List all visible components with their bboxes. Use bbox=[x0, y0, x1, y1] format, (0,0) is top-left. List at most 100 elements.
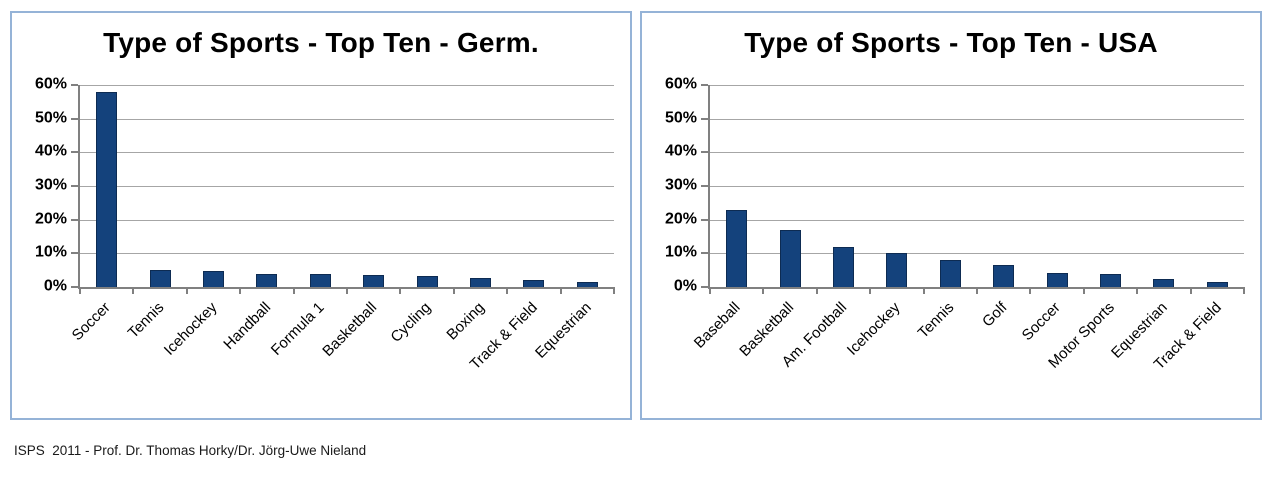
bar-formula-1 bbox=[309, 273, 331, 287]
bar-track-field bbox=[523, 279, 545, 287]
x-tick-7 bbox=[452, 287, 455, 294]
x-tick-8 bbox=[1136, 287, 1139, 294]
y-axis-label-40: 40% bbox=[664, 142, 697, 160]
x-axis-label-tennis: Tennis bbox=[124, 299, 168, 342]
x-axis-label-icehockey: Icehockey bbox=[844, 299, 904, 359]
x-tick-0 bbox=[709, 287, 711, 294]
bar-basketball bbox=[779, 229, 801, 287]
bar-tennis bbox=[149, 270, 171, 287]
y-tick-30 bbox=[701, 185, 708, 187]
x-tick-6 bbox=[1029, 287, 1032, 294]
bar-icehockey bbox=[886, 253, 908, 287]
plot-area-usa: 60% 50% 40% 30% 20% 10% 0% Baseball Basketball A… bbox=[665, 76, 1245, 373]
gridline-50 bbox=[80, 118, 614, 120]
x-axis-label-soccer: Soccer bbox=[1019, 299, 1065, 345]
bar-motor-sports bbox=[1100, 273, 1122, 287]
charts-row: Type of Sports - Top Ten - Germ. 60% 50% 4… bbox=[10, 11, 1262, 420]
category-slot-icehockey bbox=[187, 270, 240, 287]
gridline-30 bbox=[80, 186, 614, 187]
y-axis-label-30: 30% bbox=[664, 176, 697, 194]
y-axis-label-50: 50% bbox=[664, 109, 697, 127]
y-tick-60 bbox=[701, 84, 708, 86]
y-tick-60 bbox=[71, 84, 78, 86]
x-axis-label-soccer: Soccer bbox=[68, 299, 114, 345]
chart-panel-usa: Type of Sports - Top Ten - USA 60% 50% 40%… bbox=[640, 11, 1262, 420]
category-slot-soccer bbox=[1030, 272, 1083, 287]
category-slot-basketball bbox=[763, 229, 816, 287]
chart-title-usa: Type of Sports - Top Ten - USA bbox=[744, 27, 1158, 58]
category-slot-handball bbox=[240, 273, 293, 287]
x-tick-10 bbox=[1243, 287, 1245, 294]
x-tick-3 bbox=[239, 287, 242, 294]
x-axis-label-equestrian: Equestrian bbox=[531, 299, 595, 362]
gridline-40 bbox=[710, 152, 1244, 154]
x-tick-6 bbox=[399, 287, 402, 294]
x-tick-2 bbox=[815, 287, 818, 294]
x-axis-label-handball: Handball bbox=[220, 299, 274, 353]
category-slot-track-field bbox=[1191, 281, 1244, 287]
bar-basketball bbox=[363, 274, 385, 287]
x-tick-5 bbox=[976, 287, 978, 294]
bar-golf bbox=[993, 265, 1015, 287]
category-slot-cycling bbox=[400, 275, 453, 287]
category-slot-equestrian bbox=[561, 281, 614, 287]
bar-cycling bbox=[416, 275, 438, 287]
category-slot-basketball bbox=[347, 274, 400, 287]
x-tick-3 bbox=[869, 287, 872, 294]
x-tick-9 bbox=[1189, 287, 1192, 294]
y-axis-label-0: 0% bbox=[673, 277, 697, 295]
y-axis-label-60: 60% bbox=[664, 75, 697, 93]
y-axis-label-40: 40% bbox=[34, 142, 67, 160]
x-tick-4 bbox=[922, 287, 925, 294]
y-tick-40 bbox=[71, 151, 78, 154]
bar-tennis bbox=[939, 260, 961, 287]
category-slot-golf bbox=[977, 265, 1030, 287]
x-tick-5 bbox=[346, 287, 348, 294]
gridline-30 bbox=[710, 186, 1244, 187]
gridline-10 bbox=[710, 253, 1244, 255]
category-slot-soccer bbox=[80, 91, 133, 287]
x-axis-label-baseball: Baseball bbox=[690, 299, 744, 352]
x-axis-label-formula-1: Formula 1 bbox=[267, 299, 328, 359]
bars-germany bbox=[80, 85, 614, 287]
category-slot-baseball bbox=[710, 209, 763, 287]
y-tick-10 bbox=[701, 252, 708, 255]
x-axis-label-tennis: Tennis bbox=[914, 299, 958, 342]
bar-handball bbox=[256, 273, 278, 287]
y-tick-30 bbox=[71, 185, 78, 187]
gridline-50 bbox=[710, 118, 1244, 120]
gridline-10 bbox=[80, 253, 614, 255]
y-tick-10 bbox=[71, 252, 78, 255]
bar-soccer bbox=[96, 91, 118, 287]
x-tick-9 bbox=[559, 287, 562, 294]
category-slot-am-football bbox=[817, 246, 870, 287]
x-tick-2 bbox=[185, 287, 188, 294]
bar-equestrian bbox=[1153, 278, 1175, 287]
bar-soccer bbox=[1046, 272, 1068, 287]
x-tick-0 bbox=[79, 287, 81, 294]
y-axis-label-10: 10% bbox=[664, 243, 697, 261]
category-slot-tennis bbox=[924, 260, 977, 287]
y-tick-20 bbox=[71, 218, 78, 221]
y-axis-label-20: 20% bbox=[34, 210, 67, 228]
y-axis-label-60: 60% bbox=[34, 75, 67, 93]
x-tick-10 bbox=[613, 287, 615, 294]
bar-am-football bbox=[833, 246, 855, 287]
x-tick-4 bbox=[292, 287, 295, 294]
gridline-60 bbox=[710, 85, 1244, 86]
category-slot-motor-sports bbox=[1084, 273, 1137, 287]
bar-baseball bbox=[726, 209, 748, 287]
y-tick-20 bbox=[701, 218, 708, 221]
x-tick-7 bbox=[1082, 287, 1085, 294]
gridline-60 bbox=[80, 85, 614, 86]
y-axis-label-30: 30% bbox=[34, 176, 67, 194]
bar-icehockey bbox=[203, 270, 225, 287]
x-tick-1 bbox=[762, 287, 765, 294]
y-tick-0 bbox=[71, 286, 78, 288]
bar-boxing bbox=[470, 277, 492, 287]
gridline-40 bbox=[80, 152, 614, 154]
bar-equestrian bbox=[576, 281, 598, 287]
chart-title-germany: Type of Sports - Top Ten - Germ. bbox=[103, 27, 539, 58]
category-slot-icehockey bbox=[870, 253, 923, 287]
y-axis-label-0: 0% bbox=[43, 277, 67, 295]
